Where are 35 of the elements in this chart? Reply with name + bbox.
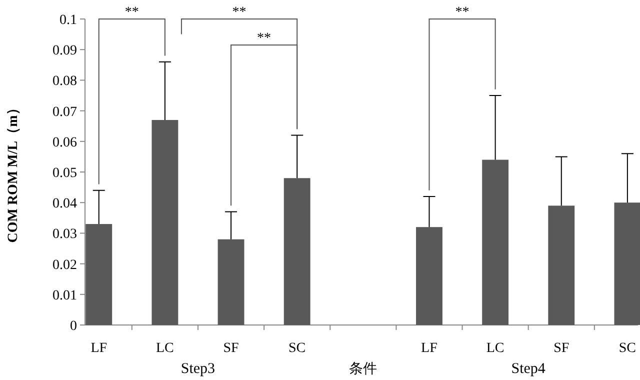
y-tick-label: 0.07 <box>52 104 77 120</box>
bar <box>482 160 509 325</box>
bar <box>86 224 112 325</box>
x-tick-label: LF <box>421 341 438 356</box>
x-tick-label: SC <box>288 341 306 356</box>
y-tick-label: 0.08 <box>52 74 77 90</box>
bar <box>614 202 640 325</box>
bar <box>218 239 244 325</box>
y-axis-title: COM ROM M/L（m） <box>6 101 21 243</box>
y-tick-label: 0.03 <box>52 227 77 242</box>
x-tick-label: SF <box>223 341 240 356</box>
y-tick-label: 0.05 <box>52 166 77 181</box>
annotation: ** <box>232 5 246 20</box>
y-tick-label: 0.1 <box>60 13 77 28</box>
y-tick-label: 0.04 <box>52 196 77 212</box>
y-tick-label: 0 <box>70 319 77 334</box>
bar <box>284 178 310 325</box>
x-tick-label: LC <box>156 341 174 356</box>
bar <box>416 227 442 325</box>
bar <box>152 120 178 325</box>
y-tick-label: 0.02 <box>52 258 77 273</box>
x-tick-label: SC <box>618 341 636 356</box>
text: Step3 <box>180 361 216 377</box>
x-tick-label: LC <box>486 341 504 356</box>
x-axis-title: 条件 <box>349 361 378 377</box>
y-tick-label: 0.06 <box>52 135 77 150</box>
annotation: ** <box>455 5 470 20</box>
annotation: ** <box>257 31 272 46</box>
x-tick-label: LF <box>90 341 108 356</box>
bar <box>548 206 575 325</box>
annotation: ** <box>124 5 139 20</box>
y-tick-label: 0.01 <box>52 288 77 304</box>
x-tick-label: SF <box>554 341 570 356</box>
text: Step4 <box>511 361 546 377</box>
y-tick-label: 0.09 <box>52 44 77 59</box>
